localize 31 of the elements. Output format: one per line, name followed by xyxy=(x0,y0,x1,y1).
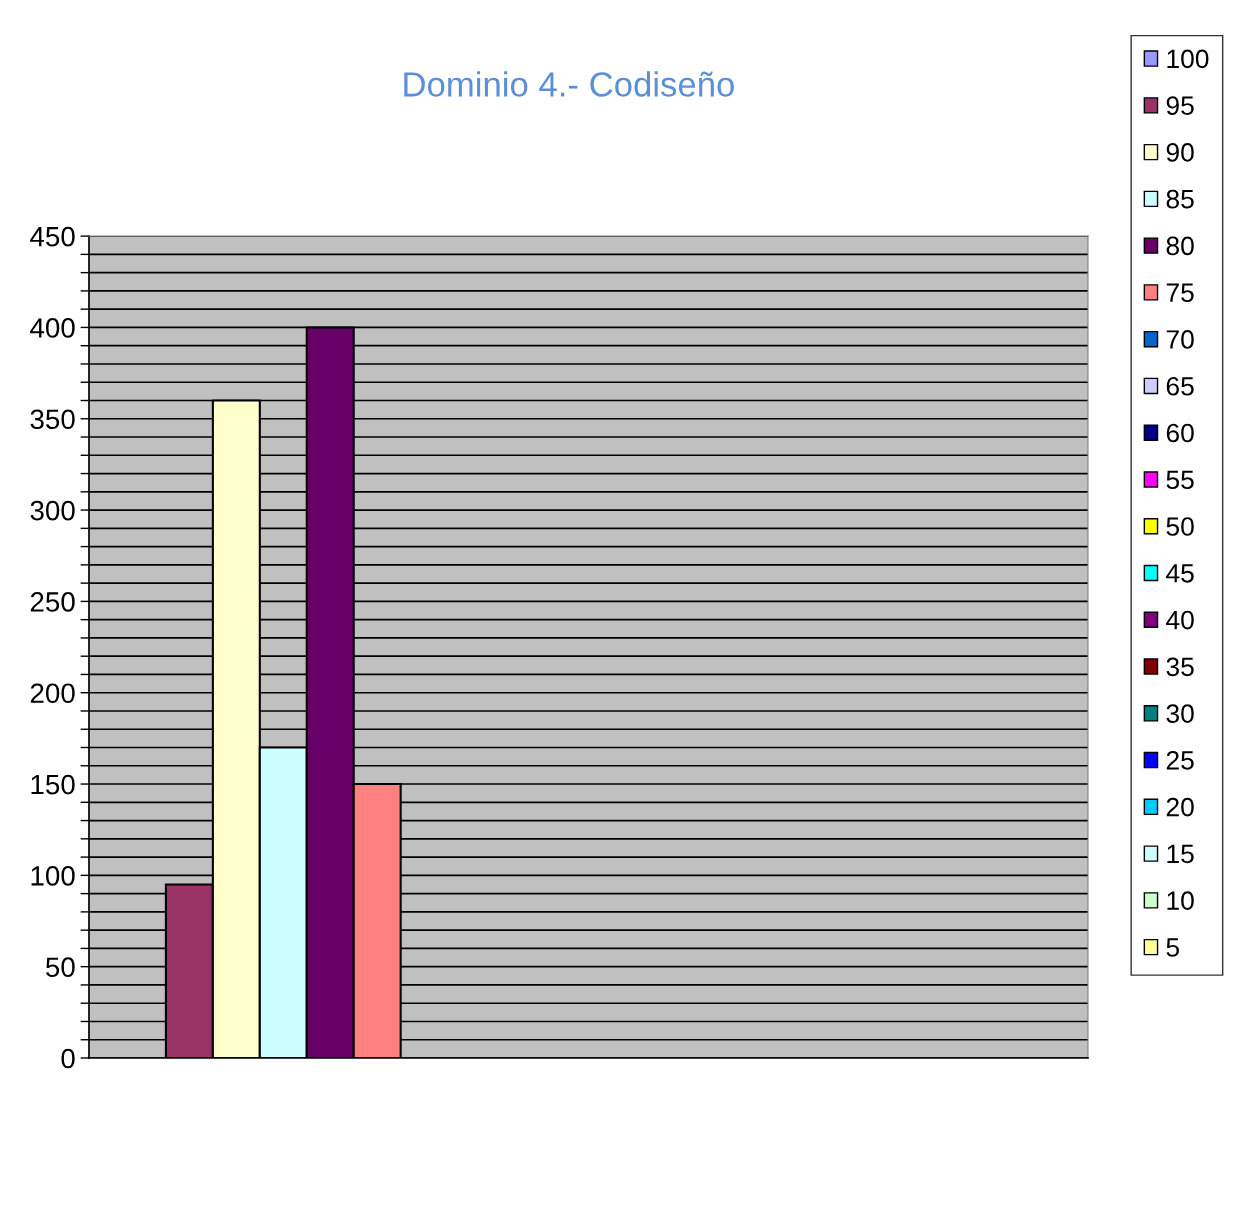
y-tick-label: 400 xyxy=(30,318,75,338)
legend-label: 20 xyxy=(1166,797,1194,817)
y-tick-label: 0 xyxy=(61,1048,75,1069)
legend-label: 25 xyxy=(1166,751,1194,770)
legend-label: 45 xyxy=(1166,564,1194,583)
legend-label: 55 xyxy=(1166,470,1194,490)
y-tick-label: 450 xyxy=(30,226,75,247)
y-tick-label: 250 xyxy=(30,592,75,612)
legend-label: 60 xyxy=(1166,423,1194,443)
legend-label: 80 xyxy=(1166,236,1194,256)
y-tick-label: 300 xyxy=(30,500,75,521)
legend-label: 100 xyxy=(1167,49,1209,69)
legend-label: 15 xyxy=(1167,844,1194,864)
legend-label: 85 xyxy=(1166,189,1194,209)
legend-label: 40 xyxy=(1166,610,1194,630)
legend-label: 5 xyxy=(1166,938,1180,957)
legend-label: 90 xyxy=(1166,143,1194,162)
y-tick-label: 350 xyxy=(30,409,75,430)
legend-label: 75 xyxy=(1166,283,1194,303)
legend-label: 10 xyxy=(1167,891,1194,910)
y-tick-label: 200 xyxy=(30,683,75,704)
legend-label: 95 xyxy=(1166,96,1194,115)
legend-label: 70 xyxy=(1166,330,1194,349)
chart-title: Dominio 4.- Codiseño xyxy=(404,71,734,97)
legend-label: 35 xyxy=(1166,657,1194,677)
y-tick-label: 150 xyxy=(31,774,75,795)
legend-label: 30 xyxy=(1166,704,1194,723)
legend-label: 65 xyxy=(1166,376,1194,396)
y-tick-label: 100 xyxy=(31,866,75,886)
legend-label: 50 xyxy=(1166,517,1194,536)
y-tick-label: 50 xyxy=(46,957,75,978)
